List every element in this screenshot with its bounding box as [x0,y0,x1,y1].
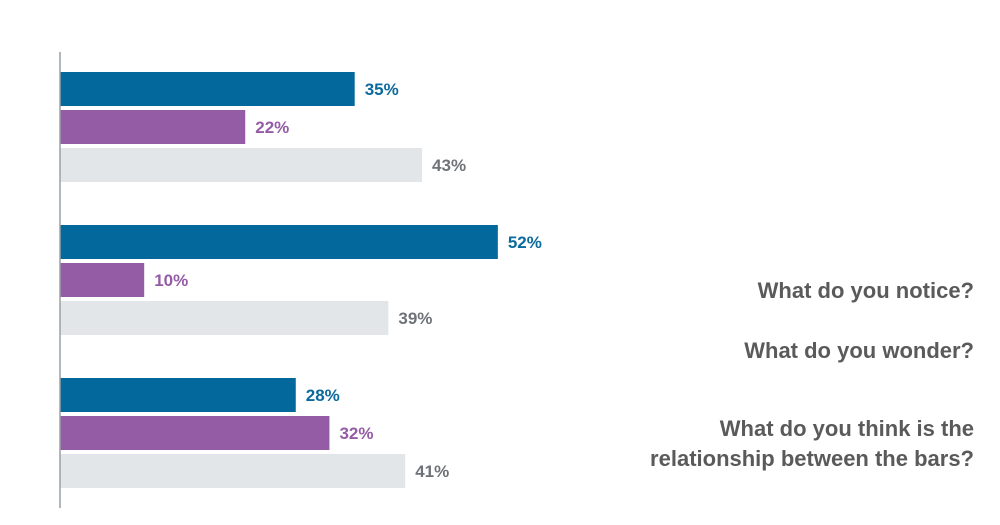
bar-value-label: 52% [508,233,542,252]
bar-value-label: 41% [415,462,449,481]
bar-group-3-dark-blue [60,378,296,412]
bar-value-label: 32% [339,424,373,443]
bar-group-3-light-gray [60,454,406,488]
bar-group-3-purple [60,416,330,450]
bar-group-1-light-gray [60,148,423,182]
bar-chart: 35% 22% 43% 52% 10% 39% 28% 32% 41% [59,52,542,508]
question-relationship-line-1: What do you think is the [719,416,974,441]
bar-group-1-purple [60,110,246,144]
bars-layer: 35% 22% 43% 52% 10% 39% 28% 32% 41% [60,72,542,488]
bar-value-label: 10% [154,271,188,290]
question-wonder: What do you wonder? [744,338,974,363]
bar-group-2-dark-blue [60,225,498,259]
bar-group-2-purple [60,263,145,297]
question-notice: What do you notice? [757,278,974,303]
bar-value-label: 43% [432,156,466,175]
question-relationship-line-2: relationship between the bars? [650,446,974,471]
bar-value-label: 35% [365,80,399,99]
discussion-questions: What do you notice? What do you wonder? … [554,0,974,525]
question-relationship: What do you think is the relationship be… [650,414,974,474]
bar-value-label: 22% [255,118,289,137]
bar-group-2-light-gray [60,301,389,335]
bar-value-label: 39% [398,309,432,328]
bar-group-1-dark-blue [60,72,355,106]
bar-value-label: 28% [306,386,340,405]
